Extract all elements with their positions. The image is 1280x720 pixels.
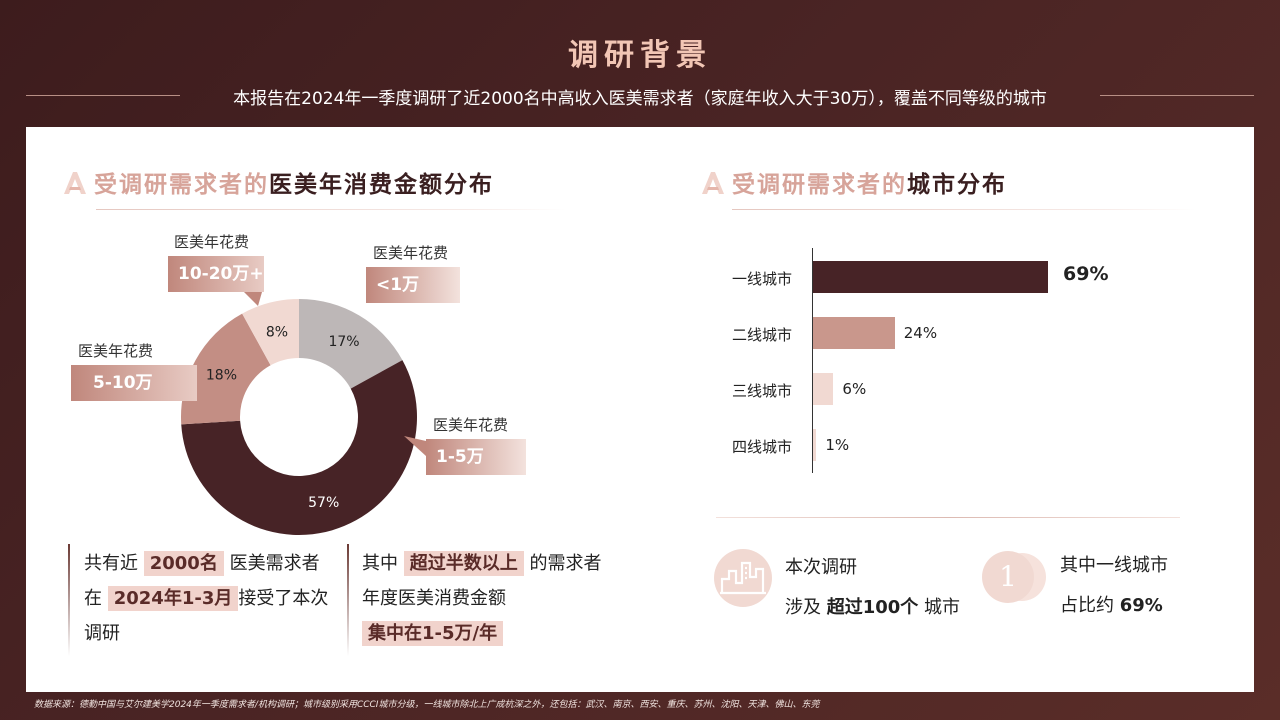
section-a-icon [702, 172, 724, 194]
callout-box-1to5: 1-5万 [426, 439, 526, 475]
city-bar-value-2: 6% [842, 380, 867, 398]
stat2-line1: 其中一线城市 [1060, 555, 1168, 576]
city-bar-1 [813, 317, 895, 349]
stat2-text-1: 占比约 [1060, 595, 1114, 616]
note1-highlight-count: 2000名 [143, 551, 224, 576]
city-bar-2 [813, 373, 834, 405]
stat1-line2: 涉及 超过100个 城市 [785, 593, 960, 619]
note2-text-3: 年度医美消费金额 [362, 588, 506, 609]
city-bar-3 [813, 429, 817, 461]
stat1-text-2: 城市 [924, 597, 961, 618]
callout-box-lt1: <1万 [366, 267, 460, 303]
city-bar-value-3: 1% [825, 436, 850, 454]
note2-text-2: 的需求者 [529, 553, 602, 574]
section-a-icon [64, 172, 86, 194]
left-heading-dark: 医美年消费金额分布 [269, 172, 494, 198]
note2-highlight-range: 集中在1-5万/年 [362, 621, 504, 646]
right-heading-dark: 城市分布 [907, 172, 1007, 198]
stat1-bold: 超过100个 [826, 597, 919, 618]
right-heading-rule [732, 209, 1196, 210]
city-label-1: 二线城市 [732, 326, 793, 344]
left-section-heading: 受调研需求者的医美年消费金额分布 [62, 165, 494, 199]
note1-text-3: 在 [84, 588, 102, 609]
city-skyline-icon [714, 549, 772, 607]
note1-text-2: 医美需求者 [229, 553, 320, 574]
city-label-0: 一线城市 [732, 270, 793, 288]
city-bar-value-1: 24% [903, 324, 938, 342]
stat1-line1: 本次调研 [785, 557, 857, 578]
stat1-text-1: 涉及 [785, 597, 821, 618]
callout-box-10to20: 10-20万+ [168, 256, 264, 292]
left-heading-rule [96, 209, 566, 210]
callout-label-5to10: 医美年花费 [78, 342, 154, 360]
callout-label-10to20: 医美年花费 [174, 233, 250, 251]
subtitle-rule-left [26, 95, 180, 96]
callout-label-lt1: 医美年花费 [373, 244, 449, 262]
city-label-2: 三线城市 [732, 382, 793, 400]
note2-highlight-majority: 超过半数以上 [403, 551, 524, 576]
footer-source: 数据来源：德勤中国与艾尔建美学2024年一季度需求者/机构调研；城市级别采用CC… [34, 700, 820, 710]
subtitle-rule-right [1100, 95, 1254, 96]
bar-chart-axis [812, 248, 813, 473]
left-heading-light: 受调研需求者的 [94, 172, 269, 198]
right-section-heading: 受调研需求者的城市分布 [700, 165, 1007, 199]
callout-box-5to10: 5-10万 [71, 365, 197, 401]
right-heading-light: 受调研需求者的 [732, 172, 907, 198]
stat2-line2: 占比约 69% [1060, 591, 1163, 617]
note2-text-1: 其中 [362, 553, 398, 574]
page-title: 调研背景 [568, 38, 712, 73]
note-spend-concentration: 其中 超过半数以上 的需求者 年度医美消费金额 集中在1-5万/年 [362, 546, 642, 651]
note1-highlight-period: 2024年1-3月 [107, 586, 239, 611]
subtitle: 本报告在2024年一季度调研了近2000名中高收入医美需求者（家庭年收入大于30… [233, 89, 1047, 109]
callout-label-1to5: 医美年花费 [433, 416, 509, 434]
note1-accent-bar [68, 544, 70, 656]
note1-text-1: 共有近 [84, 553, 138, 574]
right-divider [716, 517, 1180, 518]
subtitle-row: 本报告在2024年一季度调研了近2000名中高收入医美需求者（家庭年收入大于30… [0, 84, 1280, 109]
numeral-one-icon: 1 [982, 551, 1034, 603]
stat2-bold: 69% [1119, 595, 1163, 616]
note-survey-size: 共有近 2000名 医美需求者 在 2024年1-3月 接受了本次 调研 [84, 546, 344, 651]
city-label-3: 四线城市 [732, 438, 793, 456]
city-bar-value-0: 69% [1063, 263, 1109, 285]
note2-accent-bar [347, 544, 349, 656]
note1-text-4: 接受了本次 [238, 588, 329, 609]
note1-text-5: 调研 [84, 623, 120, 644]
city-bar-0 [813, 261, 1048, 293]
